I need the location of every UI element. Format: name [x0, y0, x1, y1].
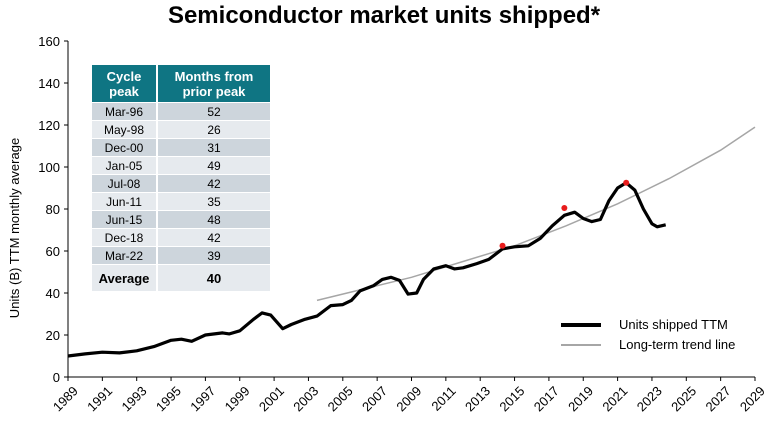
cycle-peak-cell: Dec-00 [92, 138, 157, 157]
x-tick-label: 2005 [325, 383, 356, 414]
peak-marker [623, 179, 630, 186]
legend-label-units: Units shipped TTM [619, 317, 728, 332]
units-shipped-line [67, 181, 667, 358]
peak-marker [499, 242, 506, 249]
x-tick-label: 1999 [222, 383, 253, 414]
peak-marker [561, 204, 568, 211]
months-cell: 39 [156, 246, 270, 265]
x-tick-label: 2007 [359, 383, 390, 414]
cycle-peak-cell: Jul-08 [92, 174, 157, 193]
y-tick-label: 120 [38, 118, 60, 133]
x-tick-label: 2029 [737, 383, 768, 414]
series-lines [67, 126, 756, 358]
x-tick-label: 2009 [393, 383, 424, 414]
y-axis-label: Units (B) TTM monthly average [7, 138, 22, 318]
x-tick-label: 2015 [496, 383, 527, 414]
cycle-peak-cell: Jun-11 [92, 192, 157, 211]
average-label-cell: Average [92, 264, 157, 291]
y-tick-label: 20 [46, 328, 60, 343]
cycle-peak-cell: May-98 [92, 120, 157, 139]
legend-swatch-trend [561, 344, 601, 346]
table-row: May-98 26 [92, 120, 270, 139]
x-tick-label: 1991 [84, 383, 115, 414]
cycle-peak-cell: Mar-96 [92, 102, 157, 121]
y-tick-label: 140 [38, 76, 60, 91]
y-tick-label: 0 [53, 370, 60, 385]
table-row: Mar-22 39 [92, 246, 270, 265]
months-cell: 48 [156, 210, 270, 229]
table-row: Jun-11 35 [92, 192, 270, 211]
x-tick-label: 2003 [290, 383, 321, 414]
x-tick-label: 2019 [565, 383, 596, 414]
cycle-peak-cell: Jan-05 [92, 156, 157, 175]
table-row: Jul-08 42 [92, 174, 270, 193]
legend-label-trend: Long-term trend line [619, 337, 736, 352]
y-tick-label: 40 [46, 286, 60, 301]
months-cell: 26 [156, 120, 270, 139]
cycle-peak-cell: Mar-22 [92, 246, 157, 265]
months-cell: 42 [156, 228, 270, 247]
cycle-peak-cell: Dec-18 [92, 228, 157, 247]
x-tick-label: 2023 [634, 383, 665, 414]
axes [64, 40, 756, 381]
chart-title: Semiconductor market units shipped* [167, 2, 601, 29]
months-cell: 35 [156, 192, 270, 211]
y-tick-label: 80 [46, 202, 60, 217]
y-tick-label: 160 [38, 34, 60, 49]
table-row: Dec-00 31 [92, 138, 270, 157]
months-cell: 31 [156, 138, 270, 157]
x-tick-label: 1995 [153, 383, 184, 414]
x-tick-label: 2021 [599, 383, 630, 414]
x-tick-label: 2011 [428, 383, 458, 413]
table-row: Jan-05 49 [92, 156, 270, 175]
table-header-row: Cycle peak Months from prior peak [92, 65, 270, 103]
x-tick-label: 2025 [668, 383, 699, 414]
table-row: Dec-18 42 [92, 228, 270, 247]
average-value-cell: 40 [156, 264, 270, 291]
trend-line [316, 126, 756, 302]
table-row: Mar-96 52 [92, 102, 270, 121]
cycle-peak-table: Cycle peak Months from prior peak Mar-96… [92, 65, 270, 291]
table-row: Jun-15 48 [92, 210, 270, 229]
table-body: Mar-96 52 May-98 26 Dec-00 31 Jan-05 49 Jul-08 42… [92, 102, 270, 291]
months-cell: 49 [156, 156, 270, 175]
x-tick-label: 2001 [256, 383, 287, 414]
header-months-from-prior-peak: Months from prior peak [156, 65, 270, 103]
x-tick-label: 1993 [119, 383, 150, 414]
table-average-row: Average 40 [92, 264, 270, 291]
x-tick-label: 2027 [702, 383, 733, 414]
x-tick-label: 1997 [187, 383, 218, 414]
months-cell: 52 [156, 102, 270, 121]
peak-markers [499, 179, 630, 249]
x-tick-label: 2017 [531, 383, 562, 414]
cycle-peak-cell: Jun-15 [92, 210, 157, 229]
y-tick-label: 100 [38, 160, 60, 175]
months-cell: 42 [156, 174, 270, 193]
legend-swatch-units [561, 323, 601, 327]
y-tick-label: 60 [46, 244, 60, 259]
x-tick-label: 2013 [462, 383, 493, 414]
header-cycle-peak: Cycle peak [92, 65, 157, 103]
x-tick-label: 1989 [50, 383, 81, 414]
